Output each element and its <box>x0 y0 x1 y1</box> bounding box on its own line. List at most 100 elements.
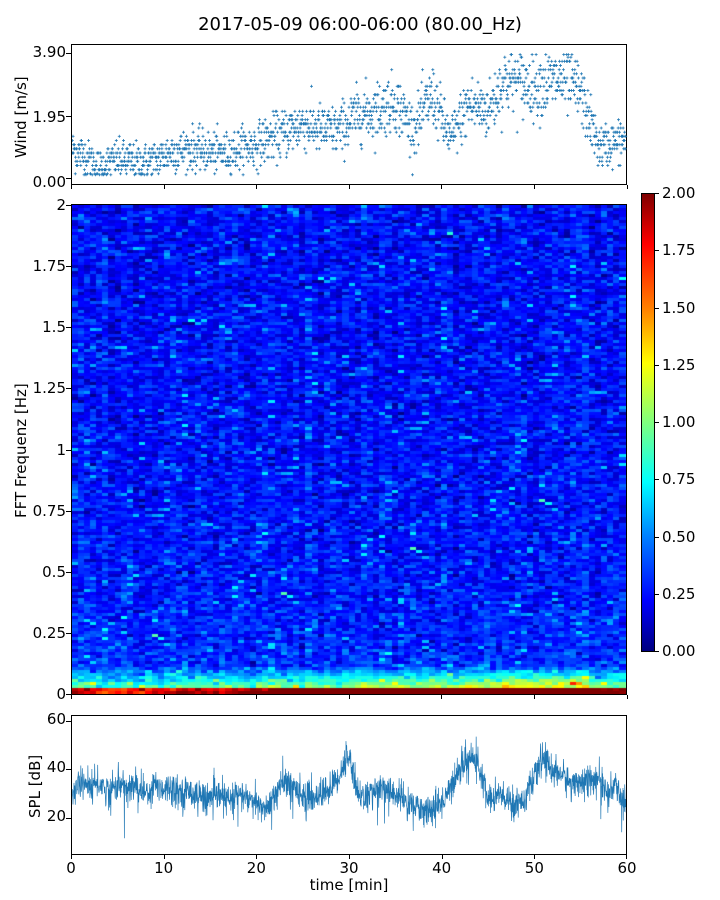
wind-point <box>198 122 202 126</box>
wind-point <box>600 155 604 159</box>
wind-point <box>527 84 531 88</box>
wind-point <box>557 84 561 88</box>
wind-point <box>448 122 452 126</box>
wind-point <box>292 122 296 126</box>
wind-point <box>266 126 269 130</box>
wind-point <box>106 147 110 151</box>
wind-point <box>500 130 504 134</box>
wind-point <box>460 143 464 147</box>
wind-point <box>564 80 568 84</box>
wind-point <box>227 159 231 163</box>
wind-point <box>108 168 112 172</box>
wind-point <box>412 143 416 147</box>
wind-point <box>156 164 160 167</box>
wind-point <box>561 93 564 97</box>
wind-point <box>616 126 620 130</box>
wind-point <box>528 64 531 67</box>
wind-point <box>109 173 113 177</box>
colorbar-tick-label: 2.00 <box>662 184 696 202</box>
wind-point <box>370 118 374 122</box>
wind-point <box>472 105 476 109</box>
wind-point <box>190 168 194 172</box>
wind-point <box>432 114 436 117</box>
wind-point <box>469 89 473 92</box>
wind-point <box>284 114 288 117</box>
wind-point <box>511 93 515 97</box>
wind-point <box>491 89 495 92</box>
wind-point <box>378 84 382 88</box>
colorbar-tick-mark <box>655 364 659 366</box>
wind-point <box>473 93 477 97</box>
wind-point <box>491 109 495 113</box>
wind-point <box>342 109 345 113</box>
wind-point <box>476 114 480 117</box>
wind-point <box>448 139 452 142</box>
wind-point <box>235 147 239 151</box>
wind-point <box>90 147 94 151</box>
wind-point <box>553 59 557 63</box>
wind-point <box>518 72 522 76</box>
wind-point <box>437 101 441 105</box>
frequency-tick-mark <box>66 388 71 390</box>
wind-point <box>488 76 492 80</box>
wind-point <box>212 130 216 134</box>
wind-point <box>421 118 425 122</box>
wind-point <box>532 101 536 105</box>
spl-ytick: 20 <box>46 807 66 825</box>
wind-point <box>266 143 270 147</box>
wind-point <box>421 68 425 72</box>
wind-point <box>290 114 294 117</box>
wind-point <box>440 122 444 126</box>
wind-point <box>398 84 402 88</box>
wind-point <box>548 64 552 67</box>
wind-point <box>77 155 81 159</box>
wind-point <box>415 130 419 134</box>
wind-point <box>601 139 605 142</box>
wind-point <box>165 155 168 159</box>
spl-line-plot <box>72 736 626 839</box>
wind-point <box>573 68 577 72</box>
wind-point <box>347 105 351 109</box>
wind-point <box>141 172 145 176</box>
frequency-tick-mark <box>66 694 71 695</box>
wind-point <box>208 155 212 159</box>
wind-point <box>319 122 323 126</box>
wind-point <box>256 147 260 151</box>
wind-point <box>332 134 336 138</box>
wind-point <box>575 59 579 63</box>
spec-xtick-mark <box>71 695 72 699</box>
wind-point <box>223 151 226 155</box>
wind-point <box>374 101 378 105</box>
wind-point <box>326 126 330 130</box>
wind-point <box>313 118 317 122</box>
wind-point <box>171 151 175 155</box>
wind-point <box>578 97 582 101</box>
wind-point <box>259 130 263 134</box>
wind-point <box>465 109 469 113</box>
time-tick-label: 40 <box>432 859 452 877</box>
wind-point <box>563 97 567 101</box>
wind-point <box>237 143 241 147</box>
wind-point <box>498 68 502 72</box>
wind-point <box>360 147 364 151</box>
wind-point <box>535 114 539 117</box>
wind-point <box>225 134 229 138</box>
wind-point <box>390 68 394 72</box>
wind-point <box>340 105 343 109</box>
wind-point <box>479 89 483 92</box>
wind-point <box>596 164 600 167</box>
wind-point <box>189 143 193 147</box>
wind-point <box>462 89 466 92</box>
frequency-tick-mark <box>66 327 71 329</box>
wind-point <box>451 130 455 134</box>
wind-point <box>172 147 176 151</box>
wind-point <box>81 147 85 151</box>
wind-point <box>89 172 93 176</box>
wind-point <box>566 114 570 117</box>
wind-point <box>252 164 256 167</box>
wind-point <box>275 109 279 113</box>
wind-point <box>311 114 314 117</box>
wind-point <box>350 114 354 117</box>
wind-point <box>605 159 609 163</box>
wind-point <box>272 114 276 117</box>
